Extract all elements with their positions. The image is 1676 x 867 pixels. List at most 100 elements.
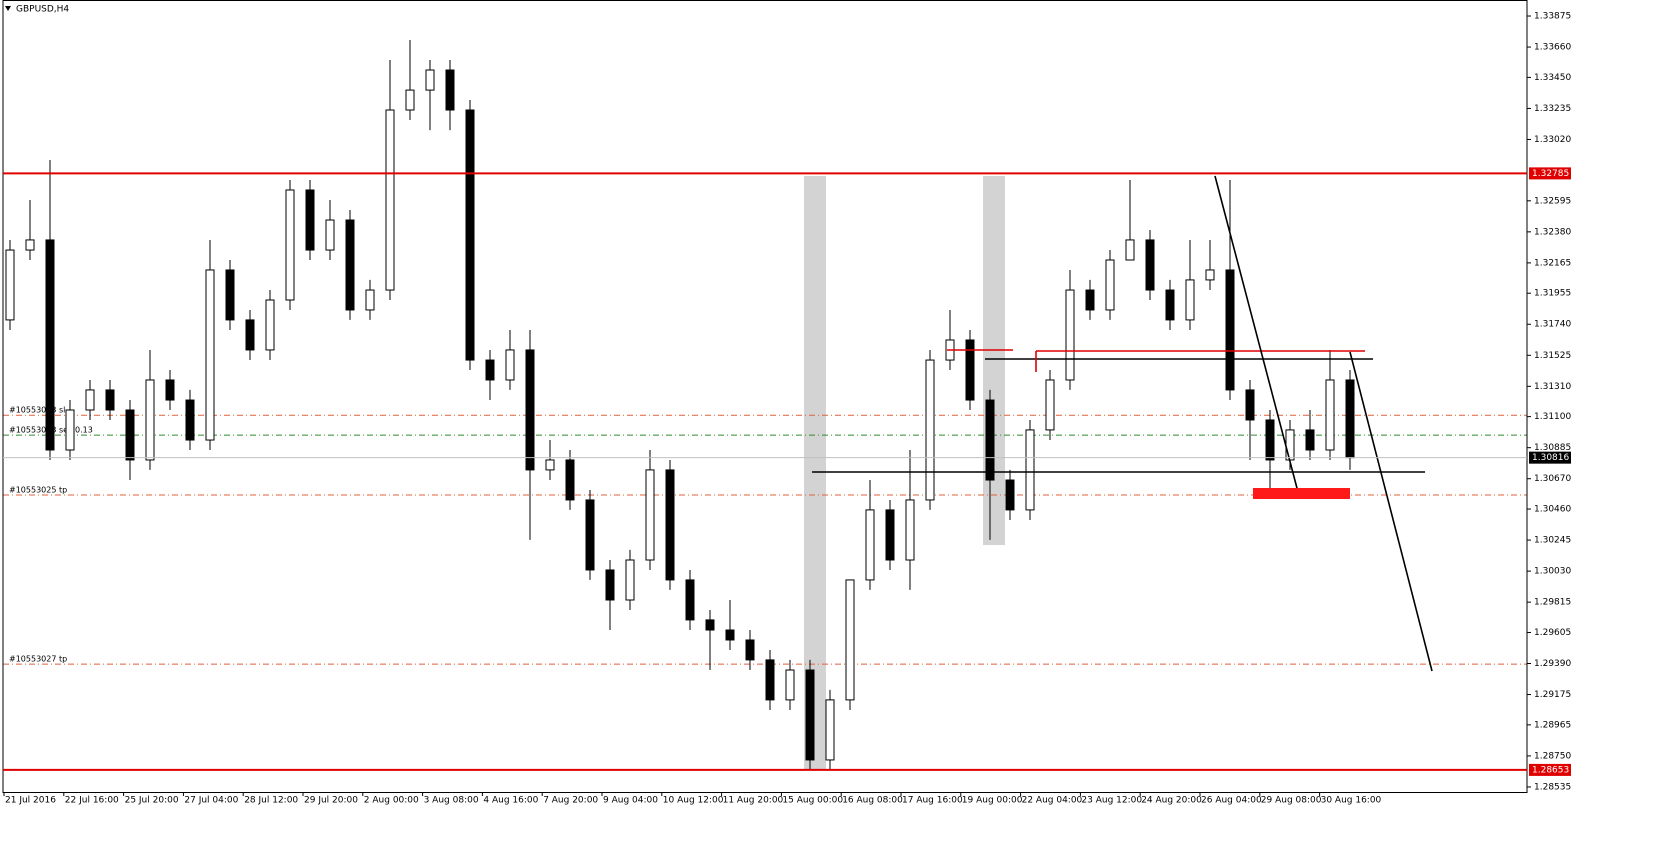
candle-body bbox=[885, 509, 895, 561]
candle-body bbox=[505, 349, 515, 381]
y-tick-label: 1.33235 bbox=[1534, 104, 1571, 114]
candle-body bbox=[785, 669, 795, 701]
x-tick-label: 15 Aug 00:00 bbox=[782, 796, 843, 806]
candle-body bbox=[85, 389, 95, 411]
candle-body bbox=[1305, 429, 1315, 451]
y-tick-label: 1.33660 bbox=[1534, 43, 1571, 53]
candle-body bbox=[425, 69, 435, 91]
candle-body bbox=[1145, 239, 1155, 291]
candle-body bbox=[245, 319, 255, 351]
y-tick-label: 1.30245 bbox=[1534, 536, 1571, 546]
x-tick-label: 25 Jul 20:00 bbox=[125, 796, 179, 806]
candle-body bbox=[45, 239, 55, 451]
candle-body bbox=[465, 109, 475, 361]
candle-body bbox=[345, 219, 355, 311]
candle-body bbox=[1245, 389, 1255, 421]
candle-body bbox=[925, 359, 935, 501]
candle-body bbox=[1125, 239, 1135, 261]
plot-frame bbox=[2, 0, 1528, 793]
x-tick-label: 29 Jul 20:00 bbox=[304, 796, 358, 806]
x-tick-label: 23 Aug 12:00 bbox=[1081, 796, 1142, 806]
candle-body bbox=[525, 349, 535, 471]
candle-body bbox=[665, 469, 675, 581]
candle-body bbox=[685, 579, 695, 621]
x-tick-label: 22 Aug 04:00 bbox=[1022, 796, 1083, 806]
x-tick-label: 2 Aug 00:00 bbox=[364, 796, 419, 806]
candle-body bbox=[765, 659, 775, 701]
x-tick-label: 17 Aug 16:00 bbox=[902, 796, 963, 806]
x-tick-label: 28 Jul 12:00 bbox=[244, 796, 298, 806]
trend-line bbox=[1349, 351, 1433, 672]
y-tick-label: 1.28750 bbox=[1534, 751, 1571, 761]
y-tick-label: 1.29605 bbox=[1534, 628, 1571, 638]
candle-body bbox=[25, 239, 35, 251]
y-tick-label: 1.33875 bbox=[1534, 12, 1571, 22]
price-label: 1.28653 bbox=[1532, 765, 1569, 775]
y-tick-label: 1.29815 bbox=[1534, 598, 1571, 608]
price-label-bg bbox=[1529, 167, 1571, 180]
candle-body bbox=[545, 459, 555, 471]
y-tick-label: 1.30670 bbox=[1534, 474, 1571, 484]
candle-body bbox=[1225, 269, 1235, 391]
candle-body bbox=[865, 509, 875, 581]
candle-body bbox=[1005, 479, 1015, 511]
candle-body bbox=[565, 459, 575, 501]
trend-line bbox=[1214, 175, 1299, 493]
x-tick-label: 30 Aug 16:00 bbox=[1321, 796, 1382, 806]
candle-body bbox=[365, 289, 375, 311]
candle-body bbox=[605, 569, 615, 601]
candle-body bbox=[805, 669, 815, 761]
candle-body bbox=[1165, 289, 1175, 321]
candle-body bbox=[1085, 289, 1095, 311]
candle-body bbox=[325, 219, 335, 251]
candle-body bbox=[125, 409, 135, 461]
candle-body bbox=[625, 559, 635, 601]
candle-body bbox=[1185, 279, 1195, 321]
x-tick-label: 26 Aug 04:00 bbox=[1201, 796, 1262, 806]
candle-body bbox=[385, 109, 395, 291]
price-label-bg bbox=[1529, 763, 1571, 776]
candle-body bbox=[1065, 289, 1075, 381]
price-label: 1.32785 bbox=[1532, 169, 1569, 179]
candle-body bbox=[965, 339, 975, 401]
x-tick-label: 3 Aug 08:00 bbox=[424, 796, 479, 806]
y-tick-label: 1.32595 bbox=[1534, 196, 1571, 206]
y-tick-label: 1.31740 bbox=[1534, 320, 1571, 330]
candle-body bbox=[1105, 259, 1115, 311]
x-tick-label: 22 Jul 16:00 bbox=[65, 796, 119, 806]
candle-body bbox=[65, 409, 75, 451]
candle-body bbox=[185, 399, 195, 441]
x-tick-label: 11 Aug 20:00 bbox=[723, 796, 784, 806]
x-tick-label: 7 Aug 20:00 bbox=[543, 796, 598, 806]
y-tick-label: 1.29175 bbox=[1534, 690, 1571, 700]
symbol-title: GBPUSD,H4 bbox=[16, 5, 69, 15]
candle-body bbox=[1325, 379, 1335, 451]
y-tick-label: 1.33450 bbox=[1534, 73, 1571, 83]
y-tick-label: 1.30460 bbox=[1534, 505, 1571, 515]
x-tick-label: 24 Aug 20:00 bbox=[1141, 796, 1202, 806]
drawings bbox=[812, 175, 1433, 672]
x-tick-label: 19 Aug 00:00 bbox=[962, 796, 1023, 806]
candle-body bbox=[705, 619, 715, 631]
menu-arrow[interactable] bbox=[5, 6, 11, 11]
x-tick-label: 29 Aug 08:00 bbox=[1261, 796, 1322, 806]
candle-body bbox=[265, 299, 275, 351]
candle-body bbox=[105, 389, 115, 411]
zone-box bbox=[1253, 488, 1350, 499]
candle-body bbox=[225, 269, 235, 321]
order-label: #10553023 sl bbox=[9, 406, 65, 415]
x-tick-label: 9 Aug 04:00 bbox=[603, 796, 658, 806]
candle-body bbox=[745, 639, 755, 661]
y-tick-label: 1.33020 bbox=[1534, 135, 1571, 145]
candle-body bbox=[645, 469, 655, 561]
y-tick-label: 1.28965 bbox=[1534, 720, 1571, 730]
candle-body bbox=[1045, 379, 1055, 431]
x-tick-label: 4 Aug 16:00 bbox=[483, 796, 538, 806]
price-label-bg bbox=[1529, 451, 1571, 464]
candle-body bbox=[725, 629, 735, 641]
y-tick-label: 1.31100 bbox=[1534, 412, 1571, 422]
highlight-zone bbox=[983, 176, 1005, 545]
candle-body bbox=[825, 699, 835, 761]
